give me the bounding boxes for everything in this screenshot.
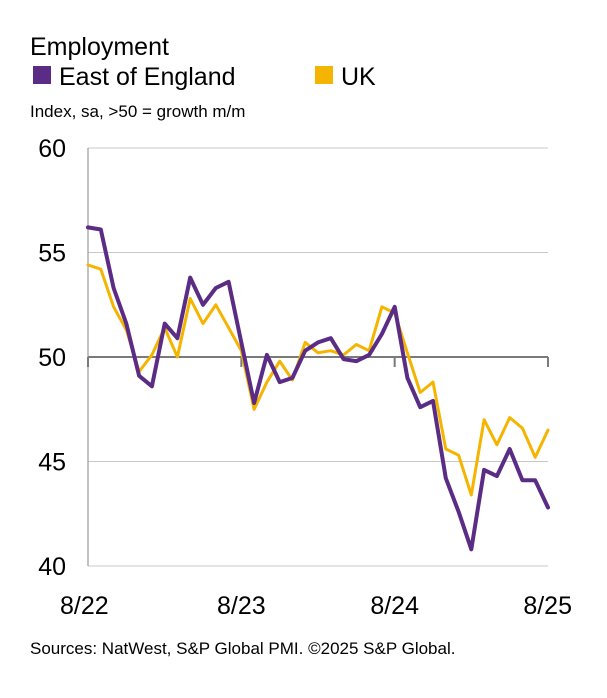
- y-tick-label-60: 60: [38, 135, 66, 163]
- x-axis-ticks: 8/22 8/23 8/24 8/25: [60, 592, 572, 620]
- legend-label-uk: UK: [341, 63, 376, 91]
- y-tick-label-50: 50: [38, 344, 66, 372]
- x-tick-label-8-24: 8/24: [370, 592, 419, 620]
- series-line-east-of-england: [86, 225, 550, 552]
- series-lines: [86, 225, 550, 552]
- gridlines: [87, 147, 549, 567]
- x-tick-label-8-25: 8/25: [523, 592, 572, 620]
- chart-title: Employment: [30, 33, 169, 61]
- y-tick-label-55: 55: [38, 240, 66, 268]
- x-tick-label-8-23: 8/23: [217, 592, 266, 620]
- y-axis-ticks: 40 45 50 55 60: [38, 135, 66, 581]
- legend-label-east-of-england: East of England: [59, 63, 236, 91]
- series-line-uk: [86, 263, 550, 497]
- legend-swatch-uk: [315, 66, 333, 84]
- y-tick-label-45: 45: [38, 449, 66, 477]
- y-tick-label-40: 40: [38, 553, 66, 581]
- chart-source: Sources: NatWest, S&P Global PMI. ©2025 …: [30, 639, 455, 658]
- x-tick-label-8-22: 8/22: [60, 592, 109, 620]
- chart-subtitle: Index, sa, >50 = growth m/m: [30, 102, 245, 121]
- legend-swatch-east-of-england: [33, 66, 51, 84]
